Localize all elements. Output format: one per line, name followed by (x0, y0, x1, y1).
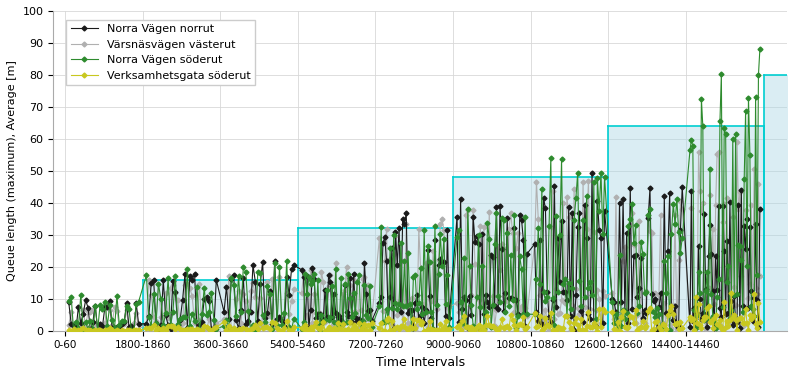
Norra Vägen norrut (129, 329, 139, 333)
Verksamhetsgata söderut (187, 327, 197, 332)
Norra Vägen norrut (64, 300, 74, 305)
Värsnäsvägen västerut (301, 329, 310, 333)
Y-axis label: Queue length (maximum), Average [m]: Queue length (maximum), Average [m] (7, 61, 17, 281)
Värsnäsvägen västerut (64, 323, 74, 327)
Norra Vägen söderut (224, 325, 233, 330)
Värsnäsvägen västerut (222, 327, 231, 332)
Verksamhetsgata söderut (517, 323, 526, 327)
Värsnäsvägen västerut (647, 230, 657, 235)
Norra Vägen söderut (755, 47, 765, 52)
Värsnäsvägen västerut (694, 150, 703, 155)
X-axis label: Time Intervals: Time Intervals (376, 356, 464, 369)
Verksamhetsgata söderut (320, 329, 330, 333)
Norra Vägen norrut (224, 317, 233, 321)
Line: Värsnäsvägen västerut: Värsnäsvägen västerut (67, 141, 761, 332)
Verksamhetsgata söderut (755, 320, 765, 324)
Norra Vägen söderut (517, 267, 526, 271)
Norra Vägen söderut (127, 328, 137, 333)
Norra Vägen söderut (660, 259, 669, 264)
Verksamhetsgata söderut (647, 327, 657, 332)
Värsnäsvägen västerut (187, 294, 197, 299)
Verksamhetsgata söderut (660, 323, 669, 327)
Verksamhetsgata söderut (694, 302, 703, 306)
Norra Vägen norrut (755, 207, 765, 211)
Norra Vägen norrut (696, 296, 705, 301)
Line: Verksamhetsgata söderut: Verksamhetsgata söderut (67, 291, 761, 332)
Norra Vägen norrut (661, 311, 671, 316)
Norra Vägen norrut (517, 217, 526, 222)
Värsnäsvägen västerut (732, 140, 742, 145)
Värsnäsvägen västerut (755, 274, 765, 279)
Norra Vägen söderut (64, 298, 74, 303)
Legend: Norra Vägen norrut, Värsnäsvägen västerut, Norra Vägen söderut, Verksamhetsgata : Norra Vägen norrut, Värsnäsvägen västeru… (66, 20, 256, 85)
Norra Vägen söderut (694, 270, 703, 274)
Verksamhetsgata söderut (727, 291, 736, 296)
Värsnäsvägen västerut (517, 304, 526, 309)
Verksamhetsgata söderut (64, 328, 74, 333)
Norra Vägen norrut (588, 171, 597, 176)
Line: Norra Vägen norrut: Norra Vägen norrut (67, 171, 761, 332)
Norra Vägen söderut (647, 309, 657, 314)
Norra Vägen söderut (190, 319, 199, 324)
Verksamhetsgata söderut (222, 328, 231, 332)
Line: Norra Vägen söderut: Norra Vägen söderut (67, 47, 761, 332)
Norra Vägen norrut (190, 272, 199, 277)
Värsnäsvägen västerut (660, 301, 669, 305)
Norra Vägen norrut (649, 299, 658, 303)
